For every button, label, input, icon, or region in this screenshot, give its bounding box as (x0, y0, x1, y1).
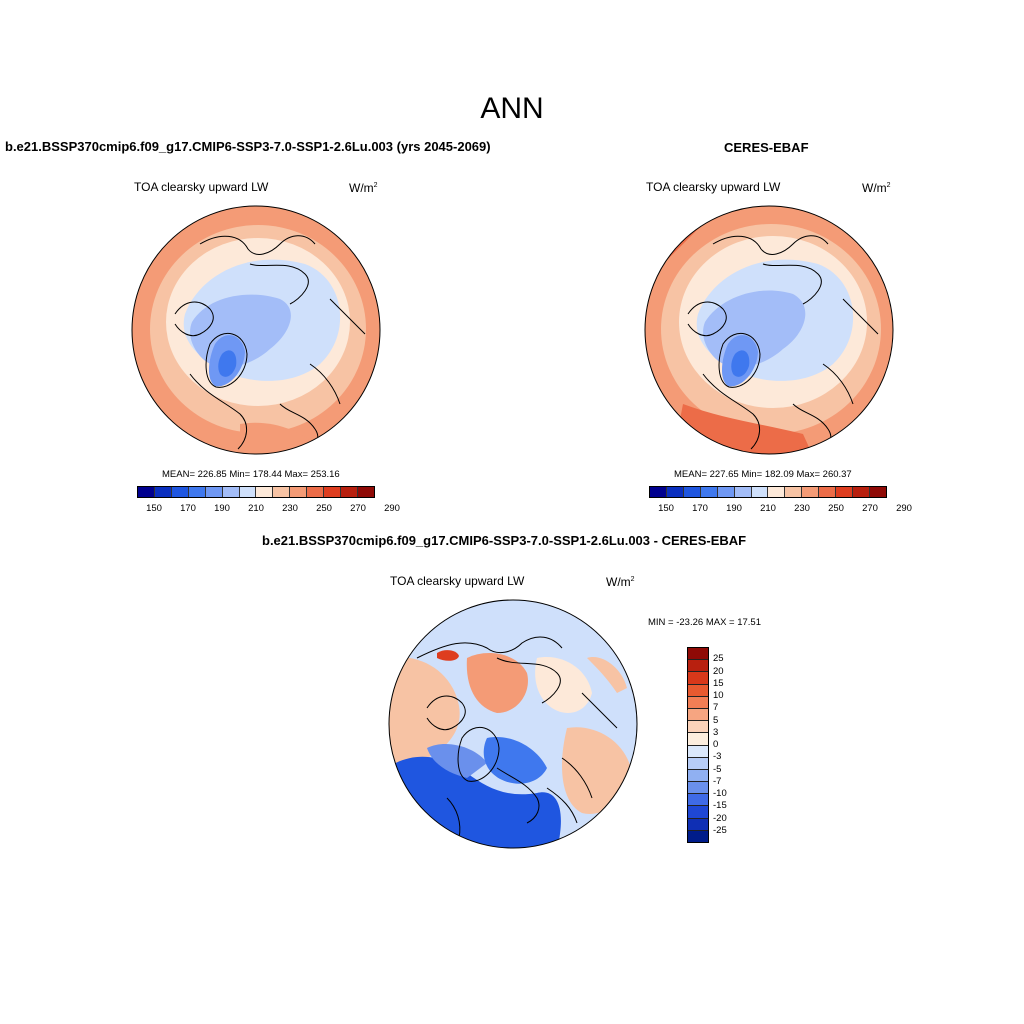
colorbar-swatch (273, 487, 291, 497)
colorbar-tick-label: 250 (316, 503, 332, 514)
colorbar-swatch (256, 487, 274, 497)
colorbar-swatch (324, 487, 342, 497)
colorbar-tick-label: 230 (282, 503, 298, 514)
model-polar-map (131, 205, 381, 455)
colorbar-swatch (734, 487, 752, 497)
diff-units: W/m2 (606, 575, 635, 589)
colorbar-swatch (290, 487, 308, 497)
obs-field-label: TOA clearsky upward LW (646, 180, 781, 194)
colorbar-swatch (357, 487, 374, 497)
colorbar-swatch (205, 487, 223, 497)
colorbar-swatch (700, 487, 718, 497)
obs-units: W/m2 (862, 181, 891, 195)
colorbar-swatch (688, 708, 708, 722)
colorbar-swatch (688, 721, 708, 734)
colorbar-swatch (751, 487, 769, 497)
colorbar-swatch (688, 769, 708, 783)
colorbar-tick-label: 25 (713, 653, 724, 665)
colorbar-tick-label: 210 (760, 503, 776, 514)
main-title: ANN (480, 92, 544, 125)
colorbar-swatch (688, 818, 708, 831)
colorbar-tick-label: 230 (794, 503, 810, 514)
colorbar-tick-label: 20 (713, 665, 724, 677)
colorbar-swatch (768, 487, 786, 497)
colorbar-swatch (688, 806, 708, 819)
colorbar-tick-label: 150 (658, 503, 674, 514)
model-stats: MEAN= 226.85 Min= 178.44 Max= 253.16 (162, 469, 340, 480)
colorbar-swatch (688, 648, 708, 661)
colorbar-tick-label: -25 (713, 824, 727, 836)
colorbar-swatch (802, 487, 820, 497)
colorbar-tick-label: 190 (214, 503, 230, 514)
diff-stats: MIN = -23.26 MAX = 17.51 (648, 617, 762, 628)
colorbar-swatch (688, 696, 708, 709)
colorbar-swatch (869, 487, 886, 497)
colorbar-swatch (341, 487, 358, 497)
colorbar-tick-label: 0 (713, 739, 719, 750)
colorbar-tick-label: 15 (713, 677, 724, 689)
colorbar-swatch (717, 487, 735, 497)
colorbar-swatch (688, 782, 708, 795)
diff-polar-map (388, 599, 638, 849)
model-field-label: TOA clearsky upward LW (134, 180, 269, 194)
colorbar-tick-label: -5 (713, 763, 722, 775)
colorbar-swatch (688, 757, 708, 770)
colorbar-tick-label: 210 (248, 503, 264, 514)
obs-colorbar-ticks: 150 170 190 210 230 250 270 290 (649, 503, 912, 515)
colorbar-swatch (683, 487, 701, 497)
colorbar-tick-label: 270 (350, 503, 366, 514)
diff-subtitle: b.e21.BSSP370cmip6.f09_g17.CMIP6-SSP3-7.… (262, 533, 747, 548)
colorbar-swatch (688, 733, 708, 746)
colorbar-swatch (666, 487, 684, 497)
obs-colorbar (649, 486, 887, 498)
colorbar-swatch (836, 487, 854, 497)
colorbar-tick-label: 150 (146, 503, 162, 514)
colorbar-swatch (138, 487, 155, 497)
colorbar-tick-label: -20 (713, 812, 727, 824)
colorbar-swatch (154, 487, 172, 497)
colorbar-tick-label: -10 (713, 788, 727, 799)
colorbar-swatch (688, 672, 708, 685)
diff-colorbar (687, 647, 709, 843)
colorbar-tick-label: 290 (896, 503, 912, 514)
colorbar-tick-label: 190 (726, 503, 742, 514)
colorbar-swatch (650, 487, 667, 497)
colorbar-tick-label: 270 (862, 503, 878, 514)
colorbar-tick-label: 10 (713, 690, 724, 701)
colorbar-swatch (307, 487, 325, 497)
colorbar-tick-label: -3 (713, 751, 722, 763)
colorbar-swatch (785, 487, 803, 497)
colorbar-tick-label: 290 (384, 503, 400, 514)
colorbar-swatch (688, 660, 708, 673)
model-units: W/m2 (349, 181, 378, 195)
obs-stats: MEAN= 227.65 Min= 182.09 Max= 260.37 (674, 469, 852, 480)
model-colorbar (137, 486, 375, 498)
colorbar-swatch (239, 487, 257, 497)
colorbar-swatch (222, 487, 240, 497)
colorbar-swatch (688, 745, 708, 758)
colorbar-tick-label: -15 (713, 800, 727, 812)
colorbar-swatch (688, 794, 708, 807)
colorbar-swatch (688, 830, 708, 842)
colorbar-tick-label: 170 (692, 503, 708, 514)
model-colorbar-ticks: 150 170 190 210 230 250 270 290 (137, 503, 400, 515)
colorbar-tick-label: 250 (828, 503, 844, 514)
colorbar-swatch (819, 487, 837, 497)
diff-field-label: TOA clearsky upward LW (390, 574, 525, 588)
colorbar-tick-label: 7 (713, 702, 719, 714)
colorbar-tick-label: 170 (180, 503, 196, 514)
obs-subtitle: CERES-EBAF (724, 140, 809, 155)
colorbar-swatch (171, 487, 189, 497)
colorbar-tick-label: 3 (713, 726, 719, 738)
model-subtitle: b.e21.BSSP370cmip6.f09_g17.CMIP6-SSP3-7.… (5, 139, 491, 154)
colorbar-swatch (853, 487, 870, 497)
colorbar-swatch (188, 487, 206, 497)
colorbar-tick-label: 5 (713, 714, 719, 726)
diff-colorbar-ticks: 25 20 15 10 7 5 3 0 -3 -5 -7 -10 -15 -20 -25 (713, 647, 743, 843)
colorbar-swatch (688, 684, 708, 697)
colorbar-tick-label: -7 (713, 775, 722, 787)
obs-polar-map (644, 205, 894, 455)
